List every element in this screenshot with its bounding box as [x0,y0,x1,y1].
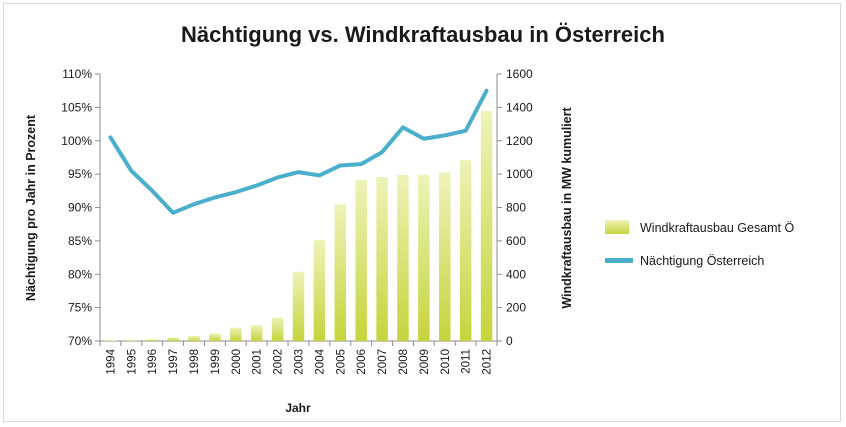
bar-windkraft [334,204,347,341]
x-tick-label: 1994 [105,348,117,374]
x-tick-label: 2003 [294,349,306,375]
y-right-tick-label: 800 [506,201,526,215]
x-tick-label: 2005 [335,349,347,375]
y-axis-left-label: Nächtigung pro Jahr in Prozent [24,114,38,301]
bar-windkraft [480,111,493,341]
bar-windkraft [271,317,284,341]
ticks-group: 70% 75% 80% 85% 90% 95% 100% 105% 110% 0 200 400 600… [61,67,533,375]
x-tick-label: 1998 [189,349,201,375]
legend-label-line: Nächtigung Österreich [640,254,764,268]
bar-windkraft [167,337,179,341]
bar-windkraft [313,240,326,341]
x-tick-label: 2012 [482,349,494,375]
bar-windkraft [439,172,451,341]
y-left-tick-label: 85% [68,234,92,248]
y-right-tick-label: 0 [506,334,513,348]
y-right-tick-label: 1600 [506,67,533,81]
bar-windkraft [459,160,472,341]
bar-windkraft [209,333,221,341]
y-left-tick-label: 75% [68,301,92,315]
chart-title: Nächtigung vs. Windkraftausbau in Österr… [181,22,665,47]
bar-windkraft [292,271,305,341]
y-left-tick-label: 80% [68,267,92,281]
bar-windkraft [397,174,409,341]
x-tick-label: 2004 [314,348,326,374]
x-tick-label: 2000 [231,349,243,375]
legend: Windkraftausbau Gesamt Ö Nächtigung Öste… [605,220,795,268]
y-right-tick-label: 400 [506,267,526,281]
x-tick-label: 2002 [273,349,285,375]
line-group [108,88,489,215]
x-tick-label: 2001 [252,349,264,375]
x-tick-label: 2007 [377,349,389,375]
y-right-tick-label: 600 [506,234,526,248]
y-left-tick-label: 70% [68,334,92,348]
x-tick-label: 1996 [147,349,159,375]
legend-label-bars: Windkraftausbau Gesamt Ö [640,221,795,235]
bar-windkraft [250,325,263,341]
bar-windkraft [355,179,367,341]
bar-windkraft [146,339,158,341]
y-left-tick-label: 105% [61,100,92,114]
bar-windkraft [376,177,388,341]
x-tick-label: 1995 [126,349,138,375]
bar-windkraft [125,340,138,341]
x-tick-label: 2009 [419,349,431,375]
x-tick-label: 2006 [356,349,368,375]
bar-windkraft [230,327,242,341]
legend-swatch-bars [605,220,629,234]
y-right-tick-label: 200 [506,301,526,315]
y-right-tick-label: 1200 [506,134,533,148]
bar-windkraft [104,340,117,341]
y-left-tick-label: 100% [61,134,92,148]
y-right-tick-label: 1000 [506,167,533,181]
x-axis-label: Jahr [285,401,311,415]
legend-swatch-line [605,258,633,263]
x-tick-label: 2008 [398,349,410,375]
x-tick-label: 1997 [168,349,180,375]
line-naechtigung [108,88,489,215]
y-left-tick-label: 90% [68,201,92,215]
bars-group [104,111,493,341]
x-tick-label: 2010 [440,349,452,375]
x-tick-label: 2011 [461,349,473,374]
bar-windkraft [418,174,430,341]
y-axis-right-label: Windkraftausbau in MW kumuliert [560,107,574,309]
y-right-tick-label: 1400 [506,100,533,114]
y-left-tick-label: 110% [62,67,92,81]
x-tick-label: 1999 [210,349,222,375]
bar-windkraft [188,335,200,341]
y-left-tick-label: 95% [68,167,92,181]
